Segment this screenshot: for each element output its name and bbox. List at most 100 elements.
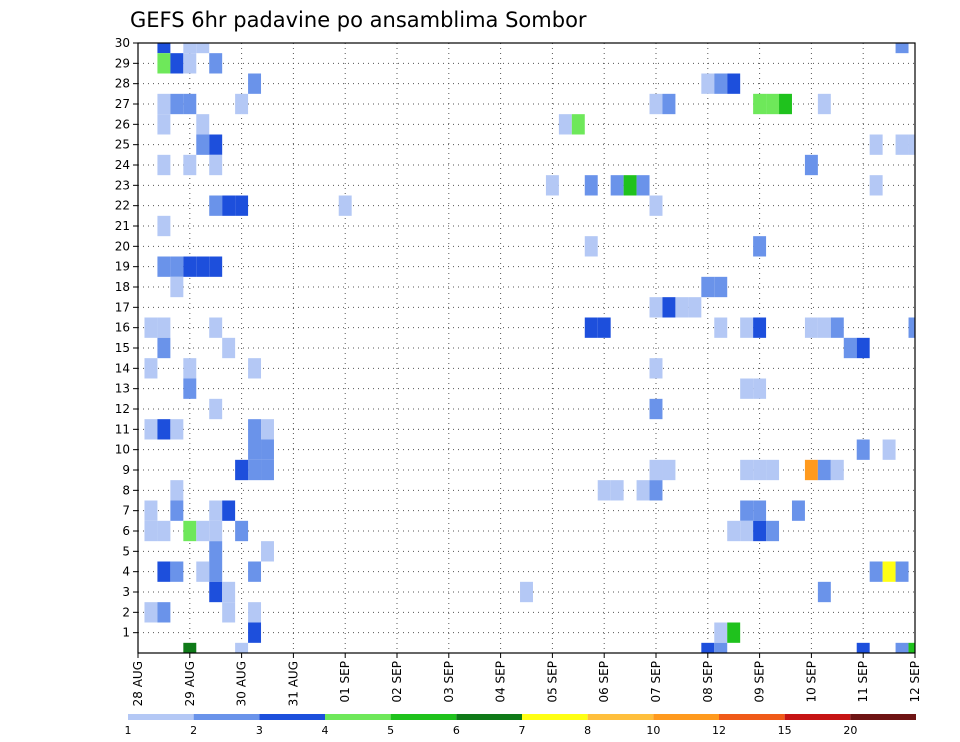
precip-cell [157, 154, 171, 176]
precip-cell [584, 175, 598, 196]
precip-cell [545, 175, 559, 196]
precip-cell [209, 154, 223, 176]
precip-cell [636, 480, 650, 501]
precip-cell [779, 93, 792, 115]
colorbar-swatch [653, 714, 719, 720]
precip-cell [196, 43, 210, 54]
precip-cell [170, 480, 184, 501]
precip-cell [701, 276, 715, 298]
x-tick-label: 07 SEP [649, 661, 663, 703]
precip-cell [170, 53, 184, 74]
x-tick-label: 10 SEP [804, 661, 818, 703]
precip-cell [144, 500, 158, 521]
precip-cell [144, 419, 158, 440]
colorbar-label: 5 [387, 724, 394, 737]
precip-cell [727, 73, 741, 94]
precip-cell [804, 317, 818, 338]
y-tick-label: 21 [115, 219, 130, 233]
precip-cell [170, 500, 184, 521]
precip-cell [843, 337, 857, 359]
precip-cell [740, 500, 754, 521]
precip-cell [649, 195, 663, 216]
precip-cell [157, 520, 171, 542]
colorbar-label: 1 [125, 724, 132, 737]
precip-cell [183, 520, 197, 542]
y-tick-label: 16 [115, 321, 130, 335]
precip-cell [727, 520, 741, 542]
precip-cell [869, 561, 883, 582]
colorbar-swatch [587, 714, 654, 720]
precip-cell [610, 175, 624, 196]
precip-cell [222, 195, 236, 216]
precip-cell [856, 642, 870, 653]
x-tick-label: 04 SEP [494, 661, 508, 703]
precip-cell [170, 256, 184, 277]
precip-cell [649, 93, 663, 115]
y-tick-label: 4 [122, 565, 130, 579]
colorbar-label: 15 [778, 724, 792, 737]
precip-cell [701, 73, 715, 94]
y-tick-label: 7 [122, 504, 130, 518]
precip-cell [196, 520, 210, 542]
y-tick-label: 14 [115, 361, 130, 375]
precip-cell [753, 378, 767, 399]
precip-cell [882, 561, 896, 582]
colorbar-label: 6 [453, 724, 460, 737]
precip-cell [753, 93, 767, 115]
x-tick-label: 05 SEP [545, 661, 559, 703]
precip-cell [235, 195, 249, 216]
precip-cell [895, 134, 909, 155]
precip-cell [869, 134, 883, 155]
precip-cell [740, 520, 754, 542]
colorbar-swatch [784, 714, 851, 720]
precip-cell [817, 317, 831, 338]
precip-cell [157, 43, 171, 54]
x-tick-label: 02 SEP [390, 661, 404, 703]
precip-cell [753, 459, 767, 481]
colorbar-label: 12 [712, 724, 726, 737]
y-tick-label: 15 [115, 341, 130, 355]
precip-cell [170, 419, 184, 440]
colorbar-label: 3 [256, 724, 263, 737]
colorbar-label: 20 [843, 724, 857, 737]
y-tick-label: 5 [122, 544, 130, 558]
precip-cell [196, 114, 210, 135]
y-tick-label: 2 [122, 605, 130, 619]
precip-cell [584, 317, 598, 338]
x-tick-label: 11 SEP [856, 661, 870, 703]
precip-cell [714, 317, 728, 338]
precip-cell [261, 459, 274, 481]
precip-cell [856, 337, 870, 359]
colorbar-label: 8 [584, 724, 591, 737]
precip-cell [209, 561, 223, 582]
colorbar-swatch [193, 714, 260, 720]
y-tick-label: 27 [115, 97, 130, 111]
y-tick-label: 3 [122, 585, 130, 599]
precip-cell [740, 378, 754, 399]
precip-cell [196, 256, 210, 277]
y-tick-label: 11 [115, 422, 130, 436]
precip-cell [830, 317, 844, 338]
precip-cell [830, 459, 844, 481]
x-tick-label: 28 AUG [131, 661, 145, 706]
precip-cell [753, 317, 767, 338]
colorbar-label: 4 [322, 724, 329, 737]
precip-cell [714, 642, 728, 653]
precip-cell [144, 520, 158, 542]
precip-cell [209, 520, 223, 542]
y-tick-label: 9 [122, 463, 130, 477]
precip-cell [157, 419, 171, 440]
y-tick-label: 20 [115, 239, 130, 253]
precip-cell [662, 93, 676, 115]
precip-cell [804, 154, 818, 176]
precip-cell [766, 459, 780, 481]
precip-cell [662, 459, 676, 481]
precip-cell [209, 53, 223, 74]
y-tick-label: 17 [115, 300, 130, 314]
precip-cell [261, 541, 274, 562]
y-tick-label: 10 [115, 443, 130, 457]
precip-cell [209, 256, 223, 277]
y-tick-label: 26 [115, 117, 130, 131]
precip-cell [817, 459, 831, 481]
precip-cell [766, 93, 780, 115]
